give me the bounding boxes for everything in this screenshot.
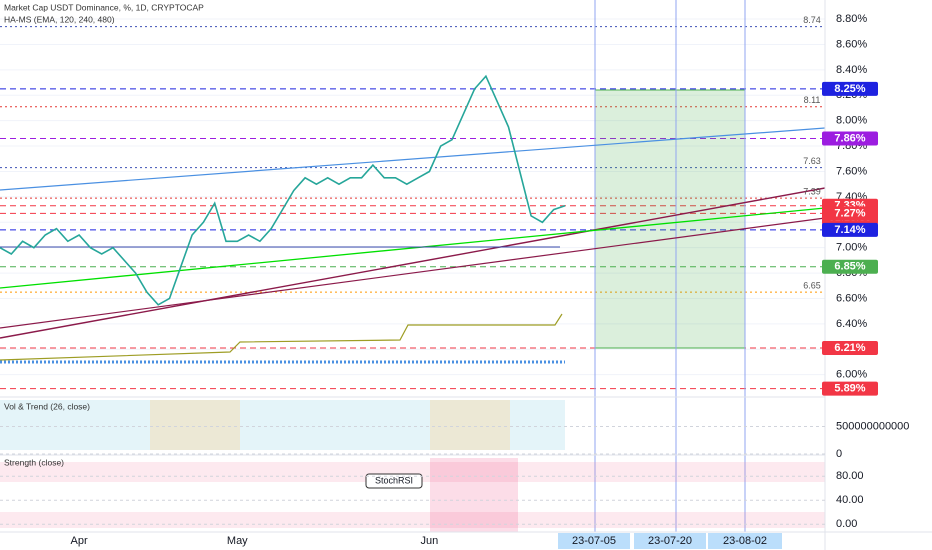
time-tag [558, 533, 630, 549]
price-tag-label: 8.25% [834, 83, 865, 95]
y-tick-label: 8.80% [836, 13, 867, 25]
support-step [0, 313, 563, 361]
pane-band [0, 462, 825, 482]
pane-title: Vol & Trend (26, close) [4, 401, 90, 411]
y-tick-label: 6.40% [836, 318, 867, 330]
y-tick-label: 8.00% [836, 115, 867, 127]
annotation-box [365, 473, 423, 489]
price-tag-label: 7.27% [834, 207, 865, 219]
price-tag-label: 7.14% [834, 224, 865, 236]
price-tag [822, 259, 878, 274]
trend-line [0, 207, 826, 289]
vol-pane-bg [0, 396, 825, 450]
y-tick-label: 6.00% [836, 369, 867, 381]
level-label: 6.65 [803, 280, 821, 290]
price-tag [822, 81, 878, 96]
pane-band [0, 512, 825, 528]
price-tag [822, 206, 878, 221]
time-tag-label: 23-07-20 [648, 535, 692, 547]
price-tag [822, 222, 878, 237]
y-tick-label: 8.40% [836, 64, 867, 76]
price-tag-label: 5.89% [834, 383, 865, 395]
time-tag-label: 23-07-05 [572, 535, 616, 547]
y-tick-label: 7.00% [836, 242, 867, 254]
pane-band [150, 400, 240, 450]
time-tag-label: 23-08-02 [723, 535, 767, 547]
time-tags: 23-07-05 23-07-20 23-08-02 [558, 533, 782, 549]
y-tick-label: 80.00 [836, 470, 864, 482]
y-tick-label: 0.00 [836, 518, 857, 530]
price-tag [822, 341, 878, 356]
price-tag-label: 7.86% [834, 132, 865, 144]
y-tick-label: 0 [836, 448, 842, 460]
trend-line [0, 217, 826, 329]
price-tag-label: 6.85% [834, 261, 865, 273]
level-label: 7.63 [803, 156, 821, 166]
time-tag [634, 533, 706, 549]
level-label: 7.39 [803, 187, 821, 197]
trend-line [0, 127, 826, 191]
decorations [0, 0, 826, 532]
pane-band [430, 458, 518, 532]
pane-band [430, 400, 510, 450]
annotation: StochRSI [375, 475, 413, 485]
price-line [0, 74, 566, 306]
level-label: 8.11 [804, 95, 821, 105]
indicator-title: HA-MS (EMA, 120, 240, 480) [4, 14, 115, 24]
x-tick-label: Jun [421, 535, 439, 547]
x-tick-label: May [227, 535, 248, 547]
price-tag [822, 131, 878, 146]
target-box [594, 89, 746, 349]
time-tag [708, 533, 782, 549]
y-tick-label: 8.60% [836, 38, 867, 50]
y-tick-label: 6.60% [836, 292, 867, 304]
y-tick-label: 7.60% [836, 165, 867, 177]
y-tick-label: 500000000000 [836, 420, 909, 432]
level-label: 8.74 [803, 15, 821, 25]
pane-title: Strength (close) [4, 457, 64, 467]
trend-line [0, 187, 826, 339]
price-tag-label: 6.21% [834, 342, 865, 354]
chart-title: Market Cap USDT Dominance, %, 1D, CRYPTO… [4, 2, 204, 12]
y-tick-label: 40.00 [836, 494, 864, 506]
x-tick-label: Apr [71, 535, 88, 547]
time-axis [0, 532, 932, 550]
price-tag [822, 381, 878, 396]
pane-band [0, 400, 565, 450]
